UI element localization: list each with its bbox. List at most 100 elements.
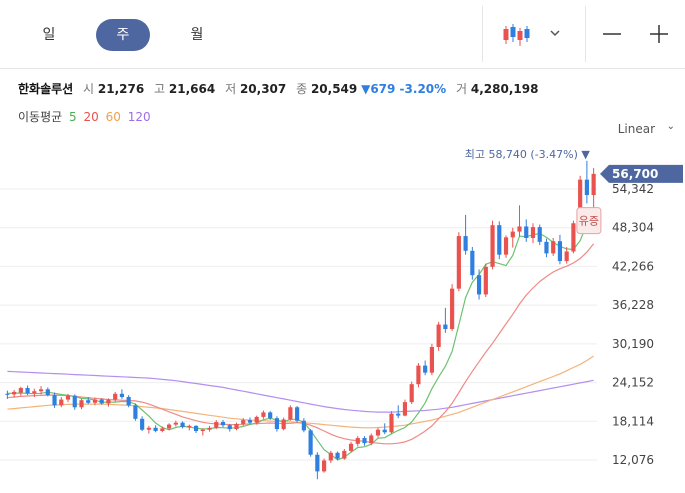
candle-body	[207, 427, 212, 430]
zoom-out-button[interactable]	[595, 18, 629, 52]
candle-body	[301, 420, 306, 431]
current-price-tag	[600, 164, 683, 183]
candle-body	[497, 225, 502, 255]
ma-120-line	[7, 370, 594, 413]
marker-label: 유증	[579, 215, 599, 228]
candle-body	[443, 324, 448, 330]
candle-body	[382, 429, 387, 433]
tab-weekly[interactable]: 주	[96, 19, 150, 51]
candle-body	[409, 384, 414, 403]
price-chart[interactable]: 54,342 48,304 42,266 36,228 30,190 24,152 18,1…	[0, 140, 685, 493]
candle-body	[530, 227, 536, 238]
candle-body	[308, 430, 313, 455]
candle-body	[126, 397, 131, 406]
candle-body	[483, 266, 488, 295]
candle-body	[180, 422, 185, 428]
candle-body	[591, 173, 596, 196]
candle-body	[348, 443, 354, 451]
y-tick-label: 42,266	[612, 259, 654, 273]
candle-body	[268, 412, 273, 419]
toolbar-divider	[585, 6, 586, 62]
ma-60-label: 60	[105, 110, 121, 124]
candle-body	[470, 250, 475, 276]
candle-body	[106, 399, 111, 404]
candle-body	[463, 236, 468, 251]
volume-value: 4,280,198	[470, 82, 539, 96]
toolbar-divider	[482, 6, 483, 62]
tab-monthly[interactable]: 월	[190, 27, 204, 43]
candle-body	[140, 418, 145, 430]
candle-body	[45, 389, 50, 396]
candle-body	[173, 422, 178, 425]
candle-body	[578, 179, 583, 224]
candle-body	[214, 422, 219, 428]
stock-name: 한화솔루션	[18, 82, 74, 96]
ma-5-label: 5	[69, 110, 77, 124]
zoom-in-button[interactable]	[642, 18, 676, 52]
y-tick-label: 48,304	[612, 221, 654, 235]
chevron-down-icon[interactable]: ⌄	[666, 121, 675, 132]
candle-body	[584, 179, 589, 196]
candle-body	[160, 428, 165, 431]
high-label: 고	[154, 82, 166, 96]
candle-body	[557, 241, 563, 262]
candle-body	[450, 288, 455, 330]
chevron-down-icon[interactable]	[540, 18, 574, 52]
candle-body	[571, 223, 576, 252]
candle-body	[416, 365, 421, 385]
moving-average-legend[interactable]: 이동평균 5 20 60 120	[18, 108, 154, 125]
chart-toolbar: 일 주 월	[0, 0, 685, 69]
candle-body	[362, 438, 367, 444]
candle-body	[241, 420, 246, 424]
candle-body	[490, 225, 495, 267]
candle-body	[65, 395, 71, 400]
candle-body	[220, 422, 226, 426]
candlestick-icon[interactable]	[498, 18, 532, 52]
candle-body	[146, 427, 151, 430]
y-tick-label: 18,114	[612, 414, 654, 428]
candle-body	[153, 427, 158, 431]
current-price-label: 56,700	[612, 167, 658, 181]
candle-body	[369, 435, 374, 444]
candle-body	[510, 231, 515, 238]
candle-body	[436, 324, 441, 347]
open-value: 21,276	[97, 82, 145, 96]
candle-body	[544, 241, 549, 254]
candle-body	[119, 393, 125, 398]
scale-selector[interactable]: Linear	[617, 122, 655, 136]
candle-body	[59, 399, 64, 406]
candle-body	[79, 400, 84, 408]
quote-summary: 한화솔루션 시 21,276 고 21,664 저 20,307 종 20,54…	[18, 80, 538, 97]
candle-body	[288, 407, 293, 420]
candle-body	[476, 275, 482, 295]
candle-body	[503, 237, 509, 255]
candle-body	[389, 413, 394, 433]
candle-body	[38, 389, 44, 392]
ma-20-label: 20	[83, 110, 99, 124]
marker-badge	[576, 207, 602, 235]
y-tick-label: 36,228	[612, 298, 654, 312]
candle-body	[423, 365, 428, 373]
high-annotation: 최고 58,740 (-3.47%) ▼	[465, 148, 591, 161]
ma-legend-title: 이동평균	[18, 110, 63, 124]
candle-body	[133, 405, 138, 419]
candle-body	[200, 429, 205, 431]
candle-body	[295, 407, 300, 421]
ma-60-line	[7, 355, 594, 429]
candle-body	[321, 460, 327, 472]
low-value: 20,307	[239, 82, 287, 96]
candle-body	[564, 251, 569, 262]
y-tick-label: 30,190	[612, 337, 654, 351]
tab-daily[interactable]: 일	[42, 27, 56, 43]
candle-body	[537, 227, 542, 242]
candle-body	[261, 412, 266, 417]
candle-body	[12, 391, 17, 395]
candle-body	[113, 393, 118, 400]
candle-body	[193, 425, 199, 431]
candle-body	[72, 395, 77, 408]
candle-body	[328, 452, 333, 461]
candle-body	[524, 226, 529, 238]
y-tick-label: 12,076	[612, 453, 654, 467]
candle-body	[315, 454, 320, 472]
ma-5-line	[7, 210, 595, 461]
